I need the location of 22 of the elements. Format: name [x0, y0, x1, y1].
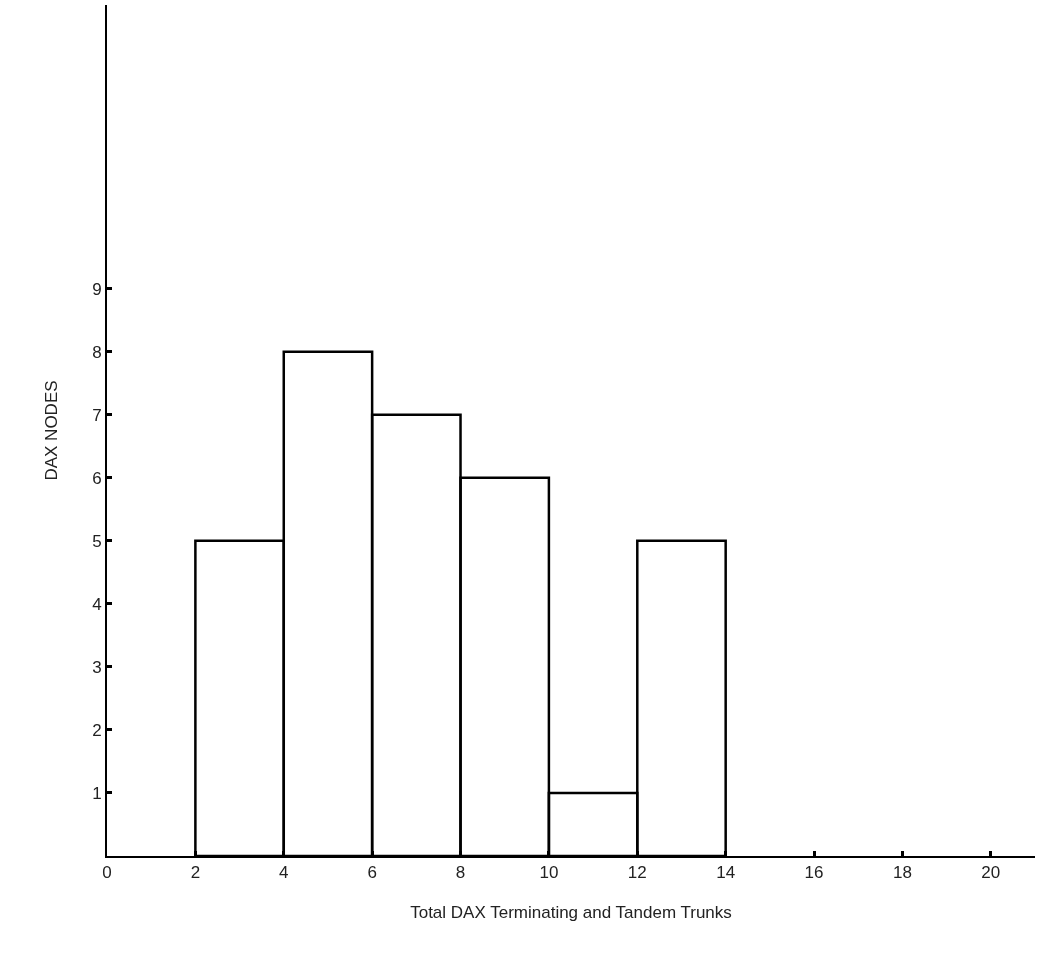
x-tick-label: 2: [190, 863, 201, 883]
x-tick-label: 10: [539, 863, 559, 883]
y-axis-title: DAX NODES: [42, 380, 62, 481]
x-tick-label: 14: [716, 863, 736, 883]
y-tick-label: 8: [92, 342, 102, 362]
y-tick-label: 1: [92, 783, 102, 803]
x-tick-label: 20: [981, 863, 1001, 883]
x-tick-label: 6: [367, 863, 377, 883]
x-tick-label: 4: [279, 863, 289, 883]
y-tick-label: 4: [92, 594, 102, 614]
x-tick-label: 16: [804, 863, 824, 883]
y-tick-label: 2: [92, 720, 102, 740]
x-tick-label: 18: [892, 863, 912, 883]
x-tick-label: 8: [455, 863, 466, 883]
x-tick-label: 0: [102, 863, 112, 883]
y-tick-label: 9: [92, 279, 102, 299]
y-tick-label: 5: [92, 531, 102, 551]
y-tick-label: 6: [92, 468, 102, 488]
y-tick-label: 7: [92, 405, 102, 425]
x-axis-title: Total DAX Terminating and Tandem Trunks: [410, 903, 732, 923]
x-tick-label: 12: [627, 863, 647, 883]
y-tick-label: 3: [92, 657, 102, 677]
